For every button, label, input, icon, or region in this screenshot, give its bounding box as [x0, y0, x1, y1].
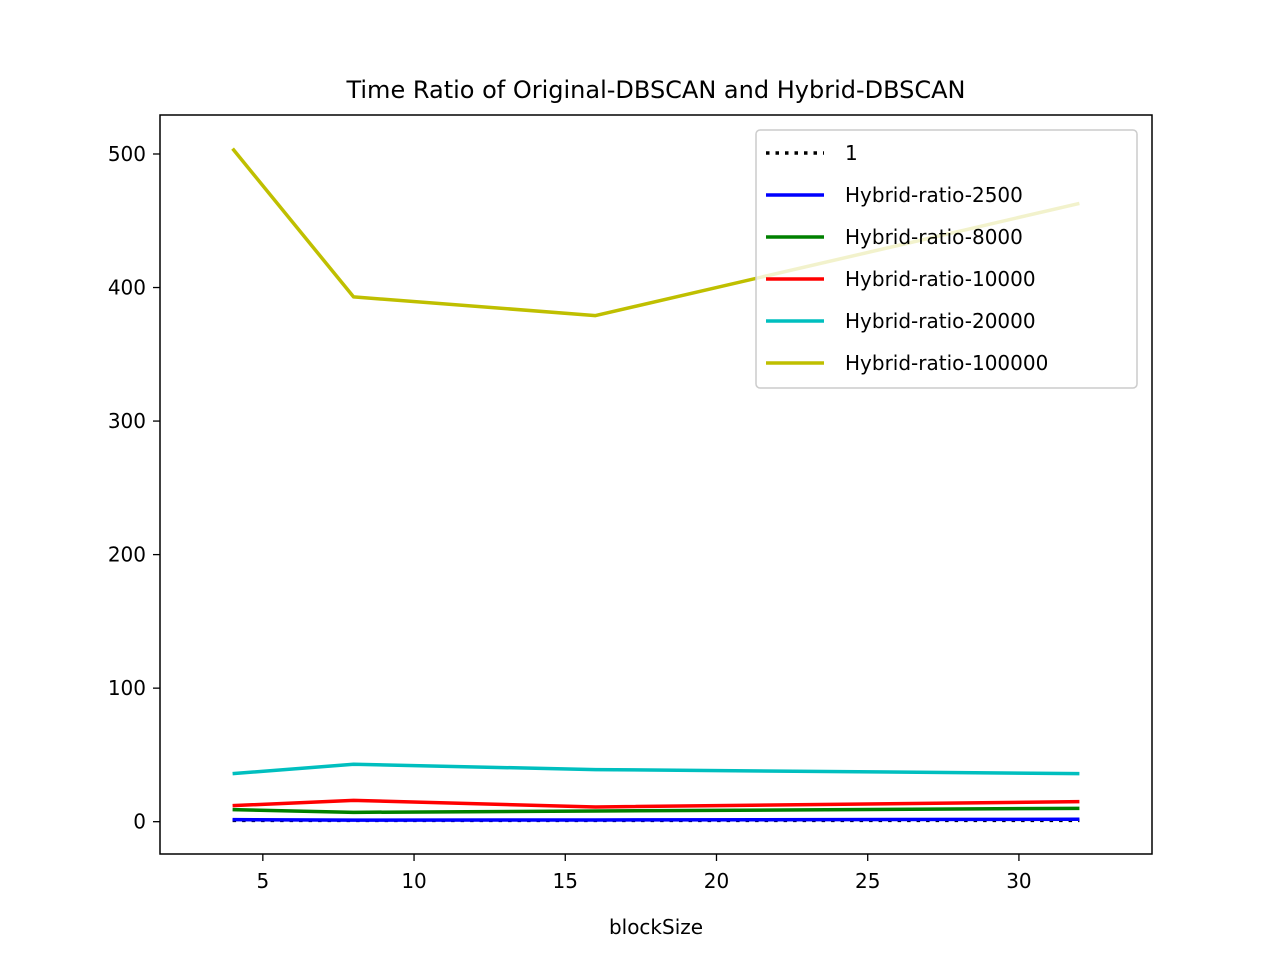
x-tick-label: 10 — [401, 869, 426, 893]
legend-label: Hybrid-ratio-10000 — [845, 267, 1036, 291]
series-line-2 — [232, 806, 1080, 815]
y-tick-label: 400 — [108, 276, 146, 300]
series-line-4 — [232, 762, 1080, 776]
x-tick-label: 20 — [704, 869, 729, 893]
legend-label: 1 — [845, 141, 858, 165]
series-line-3 — [232, 798, 1080, 809]
legend: 1 Hybrid-ratio-2500 Hybrid-ratio-8000 Hybri… — [755, 129, 1138, 389]
legend-label: Hybrid-ratio-2500 — [845, 183, 1023, 207]
series-line-1 — [232, 817, 1080, 822]
y-axis: 0 100 200 300 400 500 — [108, 142, 160, 834]
x-tick-label: 25 — [855, 869, 880, 893]
legend-label: Hybrid-ratio-20000 — [845, 309, 1036, 333]
legend-box — [755, 129, 1138, 389]
y-tick-label: 100 — [108, 676, 146, 700]
legend-label: Hybrid-ratio-8000 — [845, 225, 1023, 249]
legend-label: Hybrid-ratio-100000 — [845, 351, 1048, 375]
x-tick-label: 30 — [1006, 869, 1031, 893]
y-tick-label: 0 — [133, 810, 146, 834]
plot-frame — [159, 114, 1153, 855]
y-tick-label: 500 — [108, 142, 146, 166]
x-tick-label: 15 — [553, 869, 578, 893]
x-tick-label: 5 — [256, 869, 269, 893]
x-axis-label: blockSize — [609, 915, 703, 939]
series-layer — [231, 147, 1080, 823]
x-axis: 5 10 15 20 25 30 — [256, 854, 1032, 893]
y-tick-label: 300 — [108, 409, 146, 433]
y-tick-label: 200 — [108, 543, 146, 567]
chart-title: Time Ratio of Original-DBSCAN and Hybrid… — [345, 76, 965, 104]
